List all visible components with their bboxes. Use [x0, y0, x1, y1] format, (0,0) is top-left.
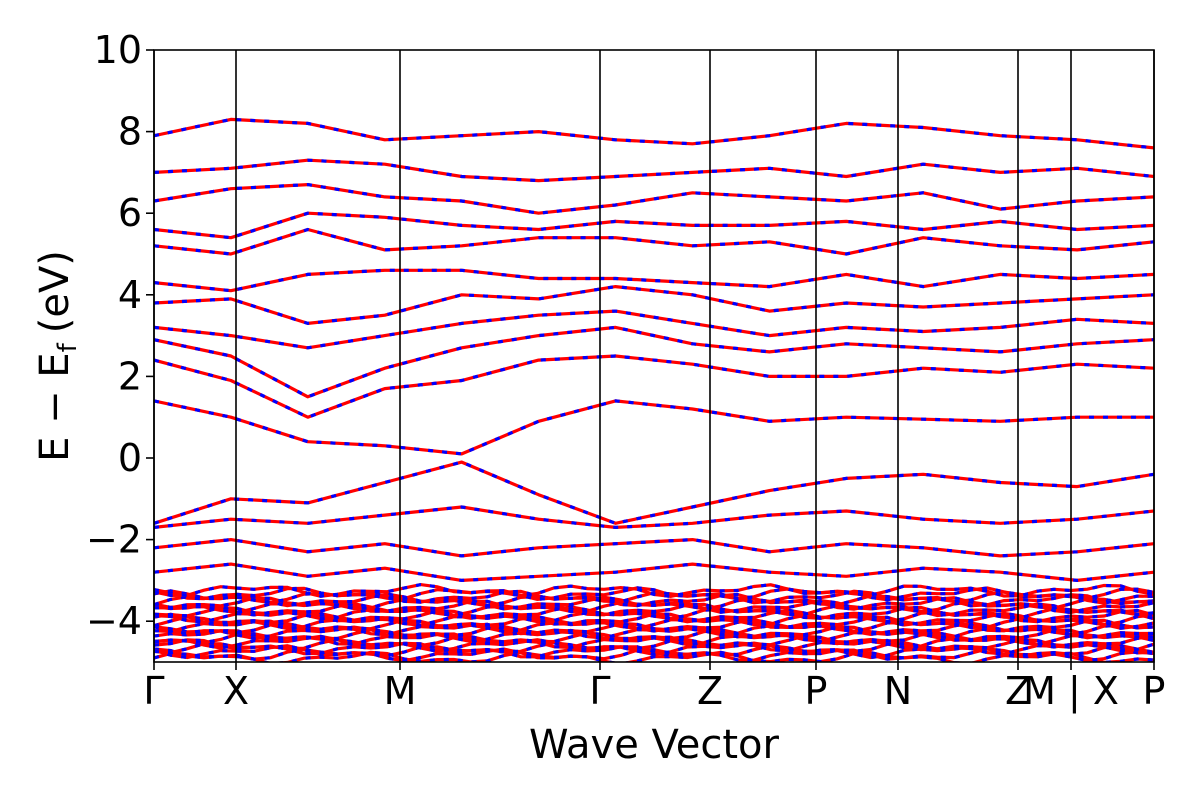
dense-band-line-blue: [154, 615, 1154, 631]
dense-band-line-blue: [154, 618, 1154, 634]
y-tick-label: 0: [118, 436, 142, 480]
band-line-blue: [154, 537, 1154, 558]
x-tick-label: M: [384, 669, 417, 713]
y-tick-label: −2: [86, 518, 142, 562]
plot-frame: [153, 49, 1155, 663]
y-tick-label: 4: [118, 273, 142, 317]
plot-area: [154, 117, 1154, 662]
dense-band-line-blue: [154, 602, 1154, 618]
dense-band-line-blue: [154, 605, 1154, 621]
y-axis-label: E − Ef (eV): [32, 250, 83, 462]
band-line-blue: [154, 460, 1154, 525]
band-line-blue: [154, 117, 1154, 150]
band-line-blue: [154, 354, 1154, 419]
y-axis-label-subscript: f: [53, 342, 83, 352]
x-axis-label: Wave Vector: [529, 722, 780, 768]
y-axis-ticks: −4 −2 0 2 4 6 8 10: [86, 28, 154, 643]
dense-band-line-blue: [154, 592, 1154, 608]
band-line-blue: [154, 399, 1154, 456]
dense-band-line-blue: [154, 595, 1154, 611]
x-tick-label: P: [805, 669, 828, 713]
x-tick-label: N: [884, 669, 912, 713]
band-line-blue: [154, 211, 1154, 240]
y-axis-label-unit: (eV): [32, 250, 78, 333]
x-tick-label: Γ: [143, 669, 164, 713]
y-tick-label: −4: [86, 599, 142, 643]
dense-band-line-blue: [154, 586, 1154, 602]
y-axis-label-main: E − E: [32, 352, 78, 462]
band-line-red: [154, 505, 1154, 529]
dense-band-line-blue: [154, 637, 1154, 653]
y-tick-label: 8: [118, 110, 142, 154]
y-tick-label: 2: [118, 354, 142, 398]
x-tick-label: P: [1143, 669, 1166, 713]
y-tick-label: 10: [94, 28, 142, 72]
band-line-blue: [154, 309, 1154, 350]
dense-band-line-blue: [154, 627, 1154, 644]
band-line-blue: [154, 284, 1154, 326]
dense-band-line-blue: [154, 650, 1154, 662]
band-line-blue: [154, 268, 1154, 293]
x-tick-label: Z: [1005, 669, 1031, 713]
band-line-blue: [154, 182, 1154, 215]
band-line-red: [154, 158, 1154, 183]
y-tick-label: 6: [118, 191, 142, 235]
dense-band-line-blue: [154, 640, 1154, 657]
band-line-blue: [154, 325, 1154, 399]
x-tick-label: M | X: [1023, 669, 1119, 714]
x-tick-label: Γ: [589, 669, 610, 713]
dense-band-line-blue: [154, 582, 1154, 599]
band-line-blue: [154, 562, 1154, 583]
x-tick-label: X: [223, 669, 249, 713]
x-tick-label: Z: [697, 669, 723, 713]
band-line-blue: [154, 227, 1154, 256]
